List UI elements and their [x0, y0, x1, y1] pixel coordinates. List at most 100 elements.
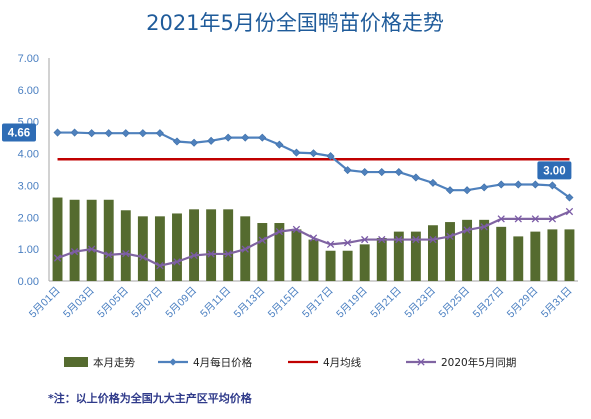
- point: [394, 168, 403, 177]
- x-tick-label: 5月21日: [368, 285, 404, 321]
- bar: [52, 197, 63, 281]
- point: [548, 215, 557, 223]
- point: [565, 207, 574, 216]
- x-tick-label: 5月07日: [129, 285, 165, 321]
- point: [497, 180, 506, 189]
- bar: [393, 231, 404, 281]
- point: [309, 234, 318, 242]
- point: [173, 258, 181, 266]
- legend-label: 4月每日价格: [193, 356, 253, 369]
- bar: [172, 213, 182, 281]
- point: [497, 215, 505, 223]
- point: [258, 133, 267, 142]
- point: [275, 227, 284, 236]
- legend-marker: [417, 358, 425, 366]
- point: [121, 129, 130, 138]
- legend-swatch: [64, 357, 88, 367]
- y-tick-label: 3.00: [18, 180, 39, 192]
- point: [292, 148, 301, 157]
- point: [241, 133, 250, 142]
- bar: [410, 231, 421, 281]
- y-tick-label: 1.00: [18, 244, 39, 256]
- point: [343, 166, 352, 175]
- bar: [445, 222, 455, 281]
- point: [190, 138, 199, 147]
- bar: [462, 219, 473, 281]
- point: [428, 178, 437, 187]
- bar: [325, 250, 336, 281]
- point: [412, 235, 420, 244]
- point: [343, 239, 352, 247]
- point: [326, 152, 335, 161]
- bar: [189, 209, 199, 281]
- bar: [428, 225, 438, 281]
- bar: [223, 209, 234, 281]
- point: [87, 129, 96, 138]
- point: [156, 262, 164, 270]
- point: [53, 254, 62, 262]
- point: [138, 129, 147, 138]
- point: [395, 235, 403, 244]
- point: [207, 250, 215, 258]
- x-tick-label: 5月03日: [61, 285, 97, 321]
- bar: [496, 226, 507, 281]
- x-tick-label: 5月27日: [471, 285, 507, 321]
- point: [360, 168, 369, 177]
- point: [292, 225, 301, 234]
- footnote: *注：以上价格为全国九大主产区平均价格: [48, 391, 253, 405]
- bar: [86, 199, 97, 281]
- point: [446, 232, 454, 241]
- point: [241, 245, 249, 253]
- point: [105, 251, 113, 259]
- plot-area: 0.001.002.003.004.005.006.007.005月01日5月0…: [2, 53, 578, 320]
- bar: [479, 219, 490, 281]
- x-tick-label: 5月17日: [300, 285, 336, 321]
- point: [275, 140, 284, 149]
- x-tick-label: 5月15日: [266, 285, 302, 321]
- point: [411, 173, 420, 182]
- legend-label: 本月走势: [93, 356, 135, 369]
- x-tick-label: 5月05日: [95, 285, 131, 321]
- bar: [120, 210, 131, 281]
- point: [548, 181, 557, 190]
- point: [172, 137, 182, 146]
- callout-label: 4.66: [8, 128, 30, 140]
- x-tick-label: 5月01日: [27, 285, 63, 321]
- callout-box: [2, 123, 36, 142]
- point: [463, 226, 471, 234]
- legend: 本月走势 4月每日价格 4月均线 2020年5月同期: [64, 356, 516, 369]
- point: [480, 223, 488, 231]
- callout-label: 3.00: [543, 165, 565, 177]
- bar: [376, 237, 387, 281]
- x-tick-label: 5月23日: [402, 285, 438, 321]
- point: [463, 186, 472, 195]
- point: [531, 180, 540, 189]
- x-tick-label: 5月13日: [232, 285, 268, 321]
- point: [88, 245, 96, 253]
- point: [104, 129, 113, 138]
- x-tick-label: 5月29日: [505, 285, 541, 321]
- point: [377, 168, 386, 177]
- point: [122, 249, 130, 258]
- y-tick-label: 4.00: [18, 149, 39, 161]
- bar: [206, 209, 217, 281]
- bar: [564, 229, 575, 281]
- point: [445, 186, 455, 195]
- y-tick-label: 7.00: [18, 53, 39, 65]
- bar: [359, 244, 370, 281]
- point: [531, 215, 539, 223]
- bar: [547, 229, 558, 281]
- chart-title: 2021年5月份全国鸭苗价格走势: [146, 11, 444, 35]
- bar: [291, 229, 302, 281]
- bar: [137, 216, 148, 281]
- point: [224, 133, 233, 142]
- point: [429, 235, 437, 244]
- series-line: [57, 131, 571, 199]
- bar: [513, 236, 524, 281]
- legend-label: 2020年5月同期: [441, 356, 516, 369]
- point: [70, 128, 79, 137]
- legend-label: 4月均线: [323, 356, 362, 369]
- point: [565, 193, 574, 202]
